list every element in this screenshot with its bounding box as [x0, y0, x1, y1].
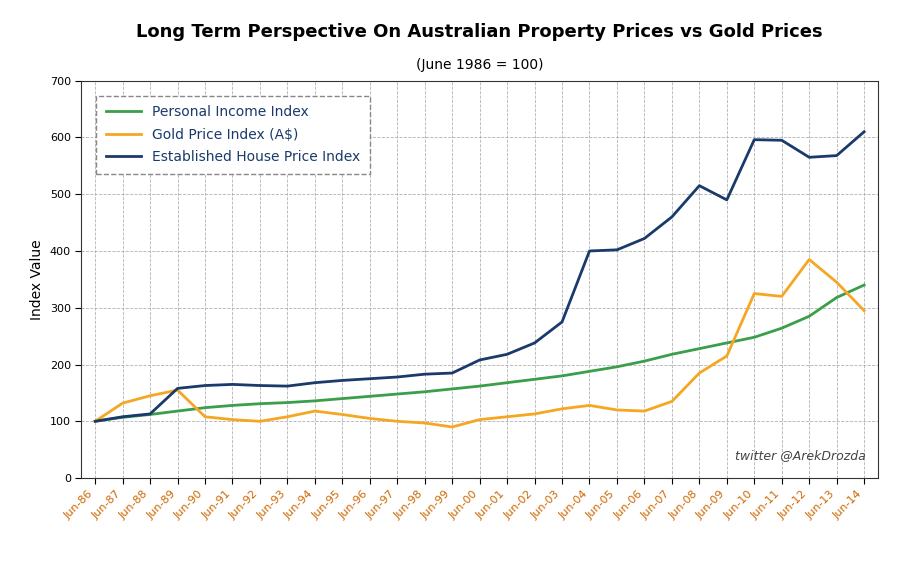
- Gold Price Index (A$): [254, 418, 265, 425]
- Gold Price Index (A$): [584, 402, 595, 409]
- Established House Price Index: [337, 377, 348, 384]
- Y-axis label: Index Value: Index Value: [31, 239, 44, 320]
- Gold Price Index (A$): [392, 418, 403, 425]
- Personal Income Index: [310, 397, 320, 404]
- Personal Income Index: [118, 414, 129, 421]
- Established House Price Index: [721, 196, 732, 203]
- Personal Income Index: [90, 418, 100, 425]
- Personal Income Index: [831, 294, 842, 301]
- Established House Price Index: [501, 351, 512, 358]
- Personal Income Index: [666, 351, 677, 358]
- Personal Income Index: [392, 391, 403, 397]
- Gold Price Index (A$): [337, 411, 348, 418]
- Established House Price Index: [118, 414, 129, 420]
- Established House Price Index: [365, 376, 376, 382]
- Personal Income Index: [254, 400, 265, 407]
- Established House Price Index: [748, 137, 759, 143]
- Personal Income Index: [501, 379, 512, 386]
- Gold Price Index (A$): [529, 411, 540, 418]
- Gold Price Index (A$): [172, 386, 183, 393]
- Established House Price Index: [557, 319, 567, 325]
- Established House Price Index: [145, 411, 156, 418]
- Gold Price Index (A$): [639, 408, 650, 415]
- Personal Income Index: [145, 411, 156, 418]
- Established House Price Index: [859, 128, 870, 135]
- Gold Price Index (A$): [694, 370, 705, 377]
- Gold Price Index (A$): [145, 392, 156, 399]
- Established House Price Index: [254, 382, 265, 389]
- Personal Income Index: [612, 363, 623, 370]
- Established House Price Index: [474, 357, 485, 363]
- Gold Price Index (A$): [776, 293, 787, 300]
- Legend: Personal Income Index, Gold Price Index (A$), Established House Price Index: Personal Income Index, Gold Price Index …: [96, 96, 370, 173]
- Established House Price Index: [804, 154, 814, 161]
- Personal Income Index: [474, 382, 485, 389]
- Personal Income Index: [804, 313, 814, 320]
- Established House Price Index: [639, 235, 650, 242]
- Established House Price Index: [172, 385, 183, 392]
- Gold Price Index (A$): [447, 423, 458, 430]
- Personal Income Index: [584, 368, 595, 375]
- Line: Established House Price Index: Established House Price Index: [95, 132, 864, 421]
- Established House Price Index: [310, 379, 320, 386]
- Established House Price Index: [282, 382, 293, 389]
- Gold Price Index (A$): [282, 414, 293, 420]
- Gold Price Index (A$): [612, 407, 623, 414]
- Gold Price Index (A$): [501, 414, 512, 420]
- Text: Long Term Perspective On Australian Property Prices vs Gold Prices: Long Term Perspective On Australian Prop…: [137, 23, 823, 41]
- Established House Price Index: [776, 137, 787, 143]
- Established House Price Index: [90, 418, 100, 425]
- Gold Price Index (A$): [666, 398, 677, 405]
- Personal Income Index: [557, 373, 567, 380]
- Established House Price Index: [227, 381, 238, 388]
- Personal Income Index: [172, 408, 183, 415]
- Personal Income Index: [365, 393, 376, 400]
- Personal Income Index: [200, 404, 211, 411]
- Established House Price Index: [447, 370, 458, 377]
- Established House Price Index: [419, 371, 430, 378]
- Gold Price Index (A$): [859, 307, 870, 314]
- Personal Income Index: [721, 339, 732, 346]
- Personal Income Index: [227, 402, 238, 409]
- Line: Gold Price Index (A$): Gold Price Index (A$): [95, 259, 864, 427]
- Gold Price Index (A$): [118, 400, 129, 407]
- Established House Price Index: [612, 247, 623, 253]
- Text: twitter @ArekDrozda: twitter @ArekDrozda: [735, 449, 866, 462]
- Personal Income Index: [694, 345, 705, 352]
- Personal Income Index: [776, 325, 787, 332]
- Gold Price Index (A$): [474, 416, 485, 423]
- Established House Price Index: [666, 214, 677, 221]
- Gold Price Index (A$): [365, 415, 376, 422]
- Established House Price Index: [584, 248, 595, 255]
- Gold Price Index (A$): [90, 418, 100, 425]
- Gold Price Index (A$): [419, 419, 430, 426]
- Established House Price Index: [200, 382, 211, 389]
- Gold Price Index (A$): [748, 290, 759, 297]
- Established House Price Index: [392, 374, 403, 381]
- Personal Income Index: [282, 399, 293, 406]
- Personal Income Index: [748, 334, 759, 341]
- Gold Price Index (A$): [310, 408, 320, 415]
- Gold Price Index (A$): [200, 414, 211, 420]
- Line: Personal Income Index: Personal Income Index: [95, 285, 864, 421]
- Gold Price Index (A$): [721, 353, 732, 359]
- Established House Price Index: [694, 182, 705, 189]
- Personal Income Index: [639, 358, 650, 365]
- Gold Price Index (A$): [804, 256, 814, 263]
- Personal Income Index: [529, 376, 540, 382]
- Personal Income Index: [337, 395, 348, 402]
- Personal Income Index: [419, 388, 430, 395]
- Gold Price Index (A$): [831, 279, 842, 286]
- Personal Income Index: [859, 282, 870, 289]
- Personal Income Index: [447, 385, 458, 392]
- Text: (June 1986 = 100): (June 1986 = 100): [416, 58, 543, 71]
- Established House Price Index: [529, 339, 540, 346]
- Gold Price Index (A$): [557, 406, 567, 412]
- Established House Price Index: [831, 152, 842, 159]
- Gold Price Index (A$): [227, 416, 238, 423]
